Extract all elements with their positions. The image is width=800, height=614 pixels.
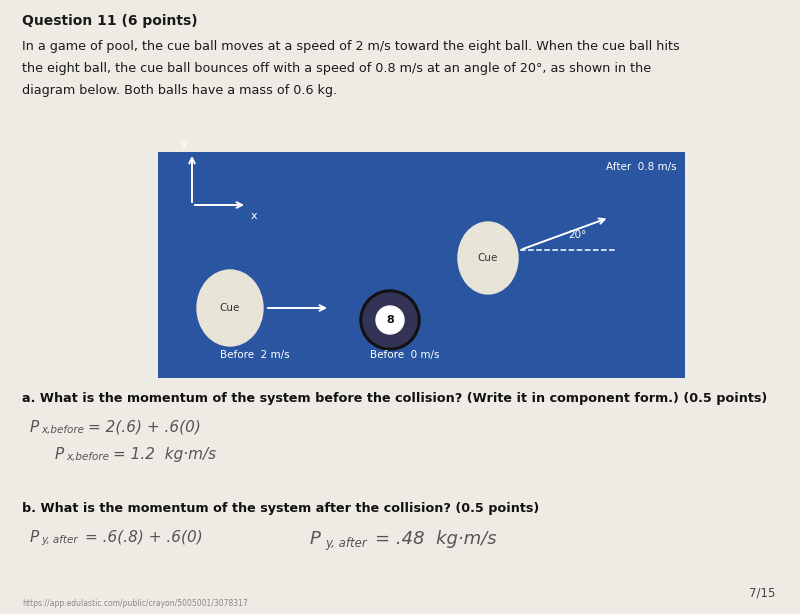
Text: https://app.edulastic.com/public/crayon/5005001/3078317: https://app.edulastic.com/public/crayon/… bbox=[22, 599, 248, 608]
Text: Cue: Cue bbox=[220, 303, 240, 313]
Text: After  0.8 m/s: After 0.8 m/s bbox=[606, 162, 677, 172]
Text: 8: 8 bbox=[386, 315, 394, 325]
Text: Before  0 m/s: Before 0 m/s bbox=[370, 350, 439, 360]
Text: 20°: 20° bbox=[568, 230, 586, 240]
Text: Question 11 (6 points): Question 11 (6 points) bbox=[22, 14, 198, 28]
Text: y, after: y, after bbox=[41, 535, 78, 545]
Ellipse shape bbox=[458, 222, 518, 294]
Text: = .6(.8) + .6(0): = .6(.8) + .6(0) bbox=[85, 530, 202, 545]
Text: x,before: x,before bbox=[41, 425, 84, 435]
Text: the eight ball, the cue ball bounces off with a speed of 0.8 m/s at an angle of : the eight ball, the cue ball bounces off… bbox=[22, 62, 651, 75]
Bar bbox=[158, 152, 685, 378]
Text: y: y bbox=[181, 139, 187, 149]
Text: P: P bbox=[30, 530, 39, 545]
Text: P: P bbox=[55, 447, 64, 462]
Ellipse shape bbox=[197, 270, 263, 346]
Text: = .48  kg·m/s: = .48 kg·m/s bbox=[375, 530, 497, 548]
Text: = 1.2  kg·m/s: = 1.2 kg·m/s bbox=[113, 447, 216, 462]
Text: Before  2 m/s: Before 2 m/s bbox=[220, 350, 290, 360]
Text: diagram below. Both balls have a mass of 0.6 kg.: diagram below. Both balls have a mass of… bbox=[22, 84, 337, 97]
Text: = 2(.6) + .6(0): = 2(.6) + .6(0) bbox=[88, 420, 201, 435]
Text: x: x bbox=[251, 211, 258, 221]
Text: 7/15: 7/15 bbox=[749, 587, 775, 600]
Circle shape bbox=[363, 293, 417, 347]
Text: In a game of pool, the cue ball moves at a speed of 2 m/s toward the eight ball.: In a game of pool, the cue ball moves at… bbox=[22, 40, 680, 53]
Text: a. What is the momentum of the system before the collision? (Write it in compone: a. What is the momentum of the system be… bbox=[22, 392, 767, 405]
Text: P: P bbox=[30, 420, 39, 435]
Text: y, after: y, after bbox=[325, 537, 366, 550]
Text: x,before: x,before bbox=[66, 452, 109, 462]
Text: Cue: Cue bbox=[478, 253, 498, 263]
Circle shape bbox=[360, 290, 420, 350]
Text: P: P bbox=[310, 530, 321, 548]
Circle shape bbox=[376, 306, 404, 334]
Text: b. What is the momentum of the system after the collision? (0.5 points): b. What is the momentum of the system af… bbox=[22, 502, 539, 515]
